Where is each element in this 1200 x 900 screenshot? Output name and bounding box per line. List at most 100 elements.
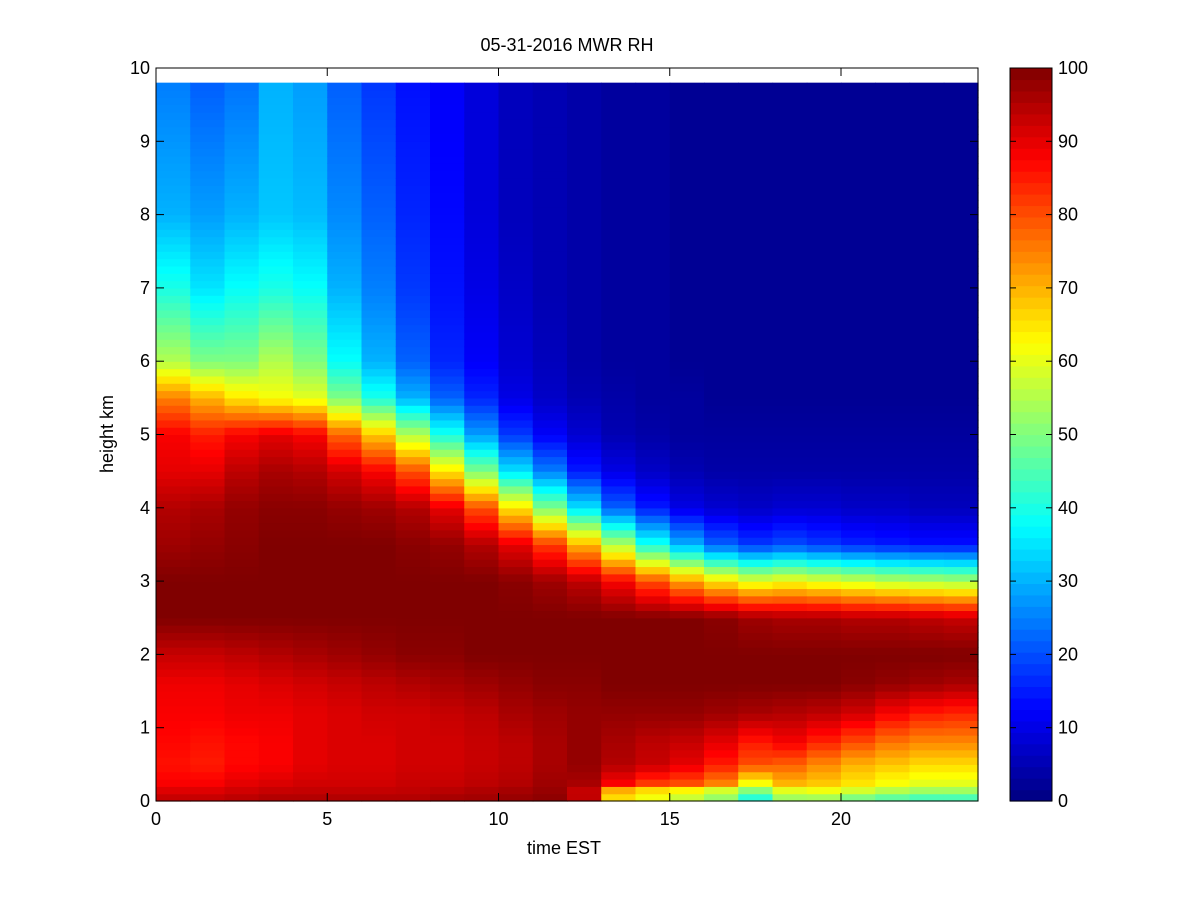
heatmap-cell: [498, 331, 534, 340]
heatmap-cell: [156, 603, 191, 612]
heatmap-cell: [327, 339, 363, 348]
heatmap-cell: [567, 397, 602, 406]
heatmap-cell: [806, 559, 842, 568]
heatmap-cell: [909, 141, 945, 150]
colorbar-tick-label: 60: [1058, 351, 1078, 371]
heatmap-cell: [704, 353, 739, 362]
heatmap-cell: [772, 573, 808, 582]
heatmap-cell: [772, 478, 808, 487]
heatmap-cell: [464, 192, 500, 201]
heatmap-cell: [327, 705, 363, 714]
heatmap-cell: [327, 353, 363, 362]
heatmap-cell: [567, 265, 602, 274]
heatmap-cell: [806, 603, 842, 612]
heatmap-cell: [532, 757, 568, 765]
heatmap-cell: [669, 368, 705, 377]
heatmap-cell: [156, 177, 191, 186]
heatmap-cell: [669, 478, 705, 487]
heatmap-cell: [943, 273, 979, 282]
heatmap-cell: [772, 500, 808, 509]
heatmap-cell: [498, 786, 534, 795]
heatmap-cell: [430, 793, 465, 802]
heatmap-cell: [430, 133, 465, 142]
heatmap-cell: [875, 625, 911, 634]
heatmap-cell: [258, 236, 294, 245]
heatmap-cell: [464, 265, 500, 274]
heatmap-cell: [875, 375, 911, 384]
heatmap-cell: [738, 500, 774, 509]
heatmap-cell: [395, 713, 431, 721]
heatmap-cell: [601, 383, 637, 392]
heatmap-cell: [156, 265, 191, 274]
heatmap-cell: [909, 661, 945, 670]
heatmap-cell: [841, 104, 876, 113]
heatmap-cell: [806, 764, 842, 773]
heatmap-cell: [258, 273, 294, 282]
heatmap-cell: [567, 522, 602, 531]
heatmap-cell: [841, 625, 876, 634]
heatmap-cell: [464, 625, 500, 634]
heatmap-cell: [704, 529, 739, 538]
heatmap-cell: [909, 610, 945, 619]
heatmap-cell: [361, 368, 397, 377]
heatmap-cell: [669, 764, 705, 773]
heatmap-cell: [669, 463, 705, 472]
heatmap-cell: [875, 126, 911, 135]
heatmap-cell: [875, 485, 911, 494]
heatmap-cell: [909, 346, 945, 355]
heatmap-cell: [567, 566, 602, 575]
heatmap-cell: [361, 141, 397, 150]
heatmap-cell: [909, 515, 945, 524]
heatmap-cell: [224, 236, 260, 245]
heatmap-cell: [772, 273, 808, 282]
heatmap-cell: [601, 603, 637, 612]
heatmap-cell: [464, 581, 500, 590]
heatmap-cell: [841, 691, 876, 699]
heatmap-cell: [738, 676, 774, 685]
heatmap-cell: [704, 617, 739, 626]
heatmap-cell: [395, 383, 431, 392]
heatmap-cell: [806, 353, 842, 362]
heatmap-cell: [635, 155, 671, 164]
heatmap-cell: [498, 639, 534, 648]
heatmap-cell: [567, 625, 602, 634]
heatmap-cell: [704, 427, 739, 436]
heatmap-cell: [943, 581, 979, 590]
heatmap-cell: [224, 331, 260, 340]
heatmap-cell: [567, 155, 602, 164]
heatmap-cell: [772, 698, 808, 707]
heatmap-cell: [293, 720, 328, 729]
heatmap-cell: [156, 559, 191, 568]
heatmap-cell: [635, 163, 671, 172]
heatmap-cell: [327, 720, 363, 729]
heatmap-cell: [395, 229, 431, 238]
heatmap-cell: [875, 676, 911, 685]
heatmap-cell: [601, 771, 637, 780]
heatmap-cell: [224, 148, 260, 157]
heatmap-cell: [875, 390, 911, 399]
heatmap-cell: [669, 654, 705, 663]
heatmap-cell: [190, 412, 226, 421]
heatmap-cell: [464, 104, 500, 113]
heatmap-cell: [498, 302, 534, 311]
heatmap-cell: [841, 133, 876, 142]
heatmap-cell: [875, 507, 911, 516]
heatmap-cell: [738, 515, 774, 524]
heatmap-cell: [772, 485, 808, 494]
heatmap-cell: [943, 617, 979, 626]
heatmap-cell: [156, 361, 191, 370]
heatmap-cell: [258, 573, 294, 582]
heatmap-cell: [498, 654, 534, 663]
heatmap-cell: [430, 779, 465, 787]
heatmap-cell: [532, 632, 568, 641]
heatmap-cell: [464, 544, 500, 553]
heatmap-cell: [841, 339, 876, 348]
heatmap-cell: [772, 170, 808, 179]
heatmap-cell: [395, 573, 431, 582]
heatmap-cell: [943, 324, 979, 333]
heatmap-cell: [909, 603, 945, 612]
heatmap-cell: [909, 163, 945, 172]
heatmap-cell: [464, 163, 500, 172]
heatmap-cell: [841, 405, 876, 414]
heatmap-cell: [156, 309, 191, 318]
